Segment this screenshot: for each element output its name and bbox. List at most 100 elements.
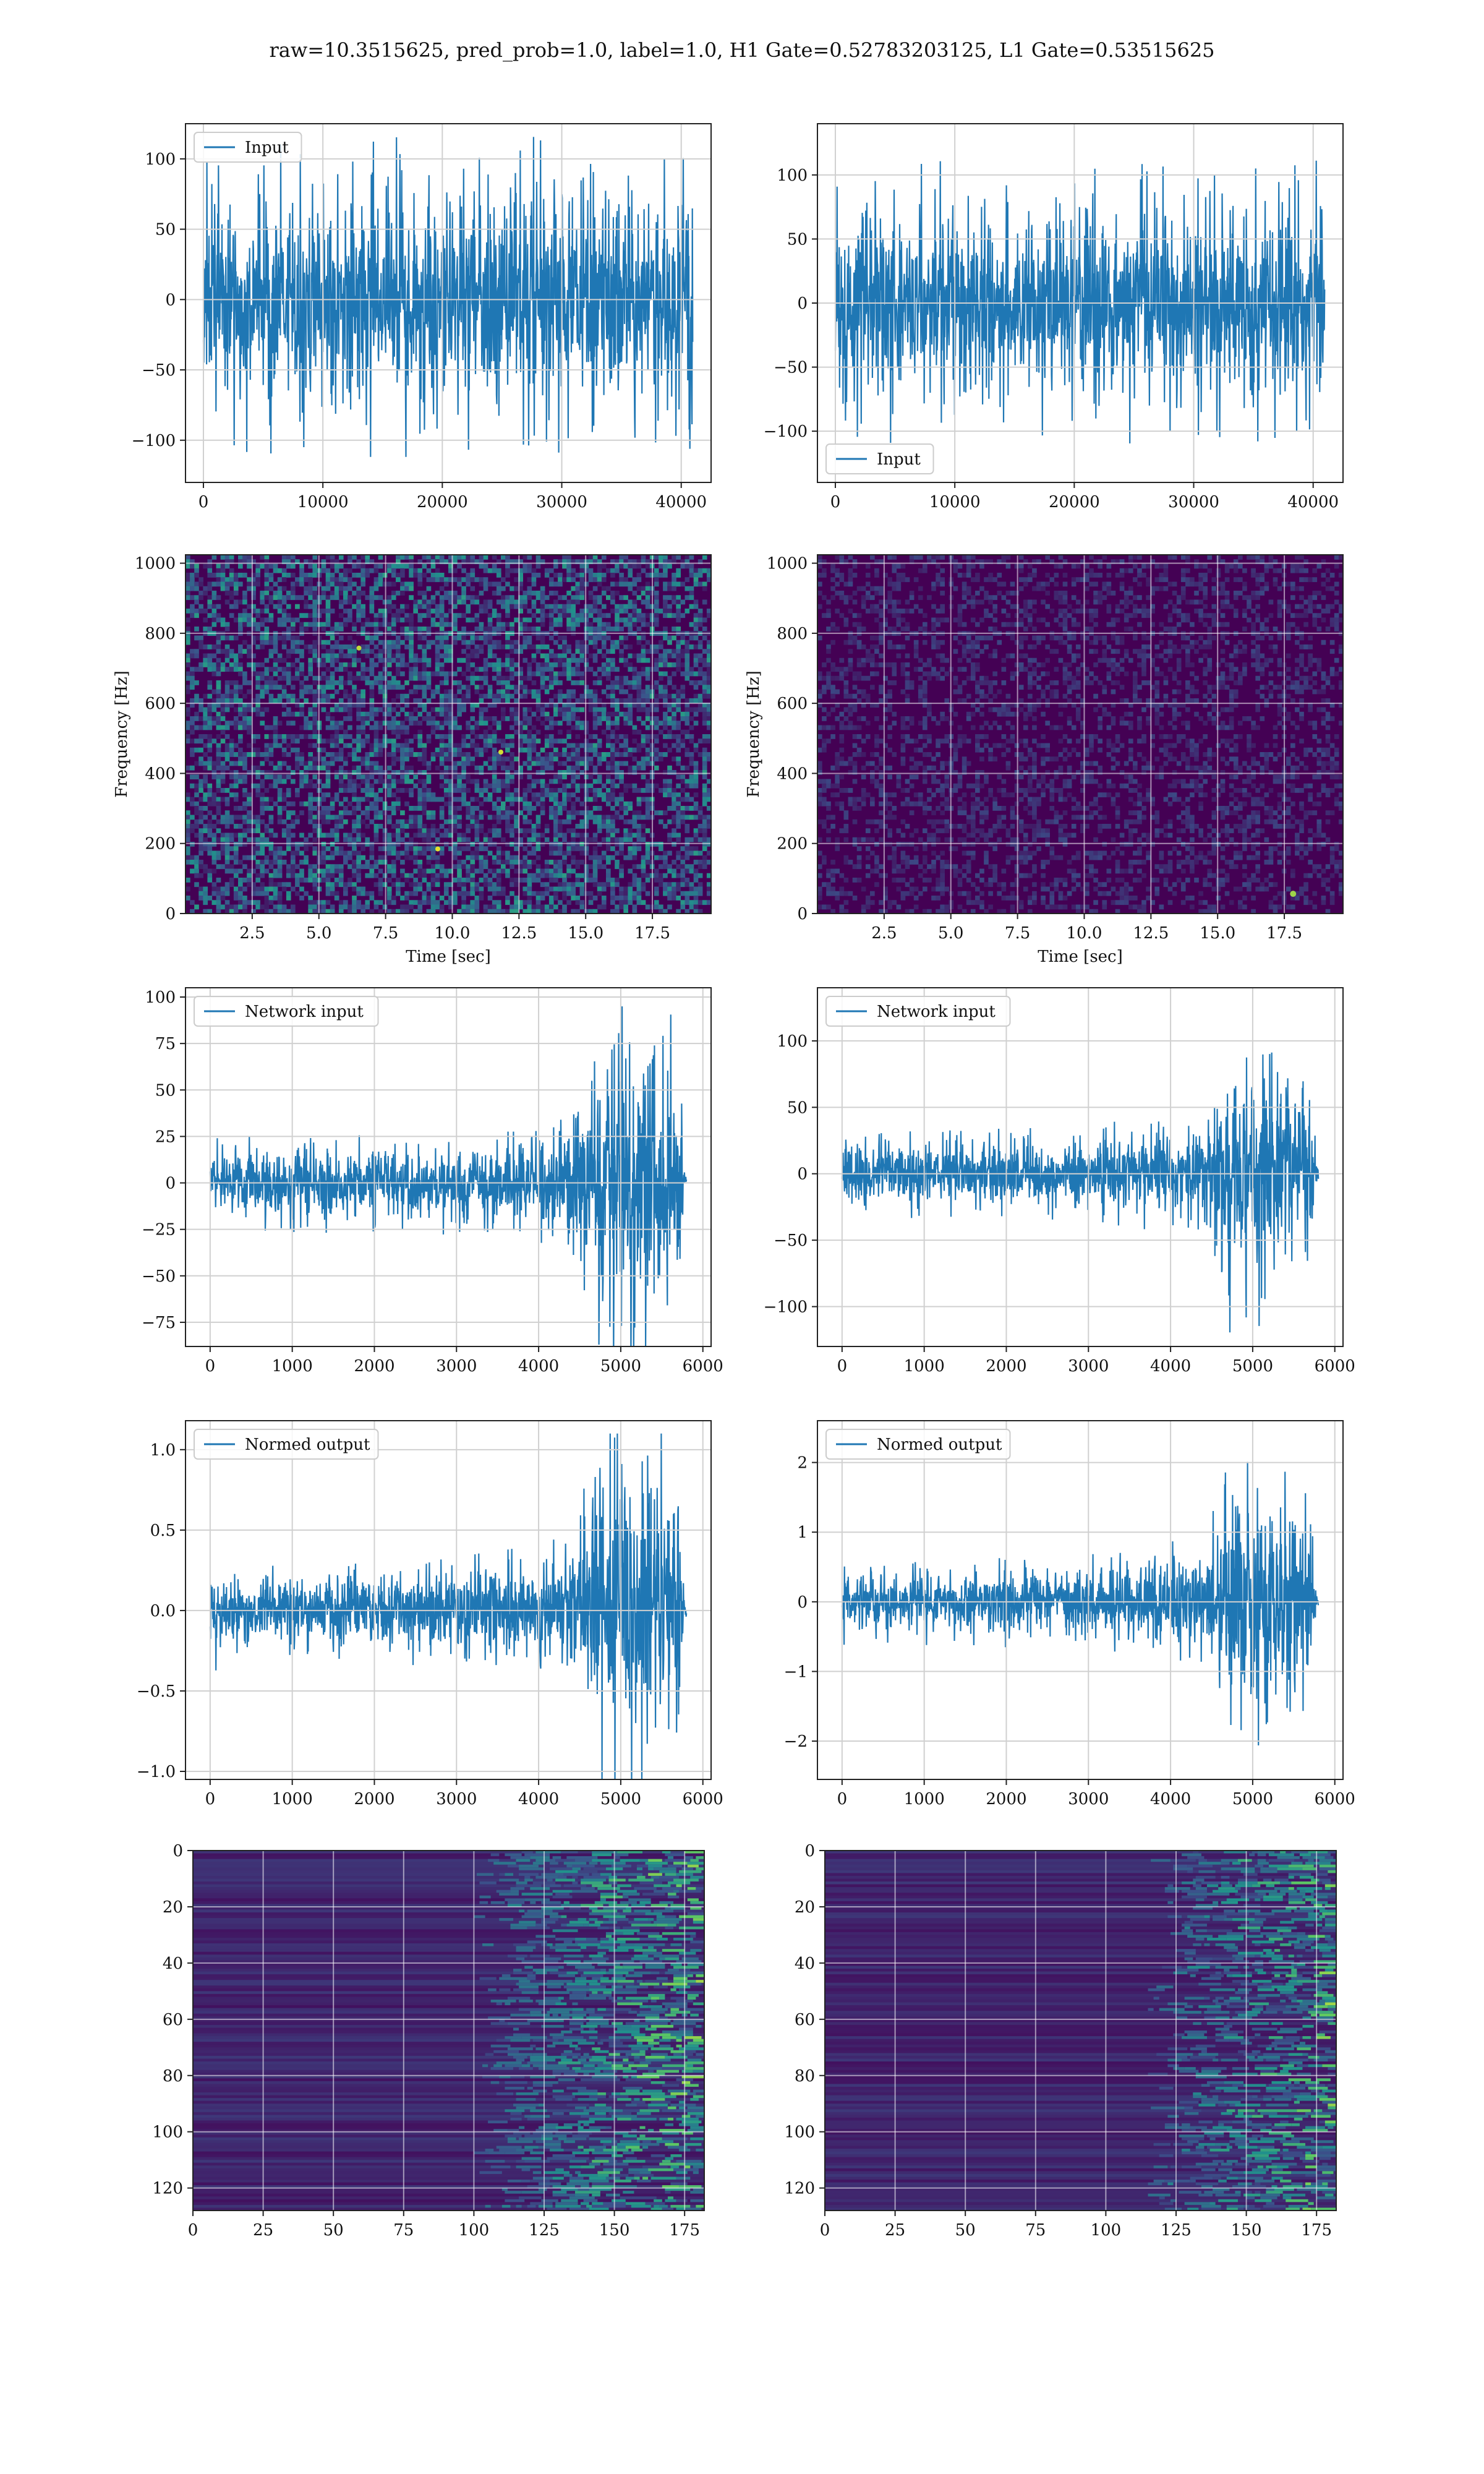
spectrogram-cell [343, 573, 348, 578]
spectrogram-cell [558, 595, 563, 601]
spectrogram-cell [409, 824, 414, 829]
spectrogram-cell [510, 644, 514, 649]
spectrogram-cell [619, 797, 624, 802]
spectrogram-cell [229, 595, 234, 601]
spectrogram-cell [435, 837, 440, 842]
spectrogram-cell [321, 815, 326, 820]
spectrogram-cell [479, 675, 484, 681]
spectrogram-cell [238, 573, 243, 578]
spectrogram-cell [619, 886, 624, 892]
spectrogram-cell [584, 563, 589, 569]
spectrogram-cell [628, 846, 633, 852]
spectrogram-cell [233, 752, 239, 757]
spectrogram-cell [461, 896, 466, 901]
spectrogram-cell [514, 568, 519, 573]
spectrogram-cell [186, 850, 190, 856]
spectrogram-cell [579, 837, 585, 842]
spectrogram-cell [203, 721, 208, 726]
spectrogram-cell [308, 864, 313, 870]
spectrogram-cell [457, 747, 462, 753]
spectrogram-cell [330, 721, 335, 726]
spectrogram-cell [352, 846, 357, 852]
spectrogram-cell [391, 824, 396, 829]
spectrogram-cell [422, 828, 427, 834]
spectrogram-cell [553, 868, 558, 874]
spectrogram-cell [641, 815, 646, 820]
spectrogram-cell [242, 640, 247, 645]
spectrogram-cell [211, 797, 217, 802]
spectrogram-cell [325, 900, 331, 905]
spectrogram-cell [404, 703, 409, 708]
spectrogram-cell [360, 622, 366, 627]
spectrogram-cell [457, 685, 462, 690]
spectrogram-cell [505, 815, 510, 820]
spectrogram-cell [558, 604, 563, 609]
spectrogram-cell [321, 657, 326, 663]
spectrogram-cell [386, 765, 392, 771]
spectrogram-cell [566, 644, 571, 649]
spectrogram-cell [466, 891, 471, 896]
spectrogram-cell [242, 828, 247, 834]
spectrogram-cell [203, 896, 208, 901]
spectrogram-cell [203, 693, 208, 699]
spectrogram-cell [321, 671, 326, 677]
spectrogram-cell [391, 850, 396, 856]
spectrogram-cell [242, 900, 247, 905]
spectrogram-cell [224, 559, 230, 565]
spectrogram-cell [268, 599, 274, 605]
spectrogram-cell [501, 860, 506, 865]
spectrogram-cell [233, 806, 239, 811]
spectrogram-cell [373, 725, 379, 730]
spectrogram-cell [461, 640, 466, 645]
spectrogram-cell [571, 693, 576, 699]
spectrogram-cell [487, 644, 493, 649]
spectrogram-cell [518, 671, 524, 677]
spectrogram-cell [514, 721, 519, 726]
spectrogram-cell [422, 752, 427, 757]
spectrogram-cell [527, 801, 532, 807]
spectrogram-cell [615, 568, 620, 573]
spectrogram-cell [378, 878, 383, 883]
spectrogram-cell [501, 815, 506, 820]
spectrogram-cell [453, 752, 458, 757]
spectrogram-cell [360, 738, 366, 744]
spectrogram-cell [575, 752, 581, 757]
spectrogram-cell [238, 752, 243, 757]
spectrogram-cell [242, 693, 247, 699]
spectrogram-cell [260, 860, 265, 865]
spectrogram-cell [211, 801, 217, 807]
spectrogram-cell [391, 801, 396, 807]
spectrogram-cell [373, 586, 379, 591]
spectrogram-cell [540, 868, 545, 874]
spectrogram-cell [194, 653, 199, 659]
spectrogram-cell [211, 573, 217, 578]
spectrogram-cell [579, 756, 585, 762]
spectrogram-cell [360, 662, 366, 667]
spectrogram-cell [597, 756, 602, 762]
spectrogram-cell [360, 577, 366, 583]
spectrogram-cell [558, 828, 563, 834]
spectrogram-cell [632, 622, 638, 627]
spectrogram-cell [186, 855, 190, 860]
spectrogram-cell [505, 604, 510, 609]
spectrogram-cell [461, 765, 466, 771]
spectrogram-cell [417, 900, 423, 905]
spectrogram-cell [247, 555, 252, 560]
spectrogram-cell [251, 855, 256, 860]
spectrogram-cell [474, 721, 480, 726]
spectrogram-cell [636, 586, 642, 591]
spectrogram-cell [369, 657, 375, 663]
spectrogram-cell [238, 707, 243, 713]
spectrogram-cell [373, 828, 379, 834]
spectrogram-cell [356, 599, 361, 605]
spectrogram-cell [641, 555, 646, 560]
spectrogram-cell [308, 868, 313, 874]
spectrogram-cell [409, 671, 414, 677]
spectrogram-cell [360, 756, 366, 762]
spectrogram-cell [338, 846, 344, 852]
spectrogram-cell [553, 828, 558, 834]
spectrogram-cell [540, 662, 545, 667]
spectrogram-cell [325, 779, 331, 784]
spectrogram-cell [413, 675, 419, 681]
spectrogram-cell [535, 667, 541, 672]
